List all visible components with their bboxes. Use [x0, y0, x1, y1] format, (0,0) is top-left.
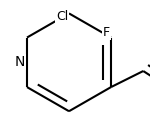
Text: F: F	[103, 26, 110, 39]
Text: N: N	[14, 55, 25, 69]
Text: Cl: Cl	[56, 10, 68, 23]
